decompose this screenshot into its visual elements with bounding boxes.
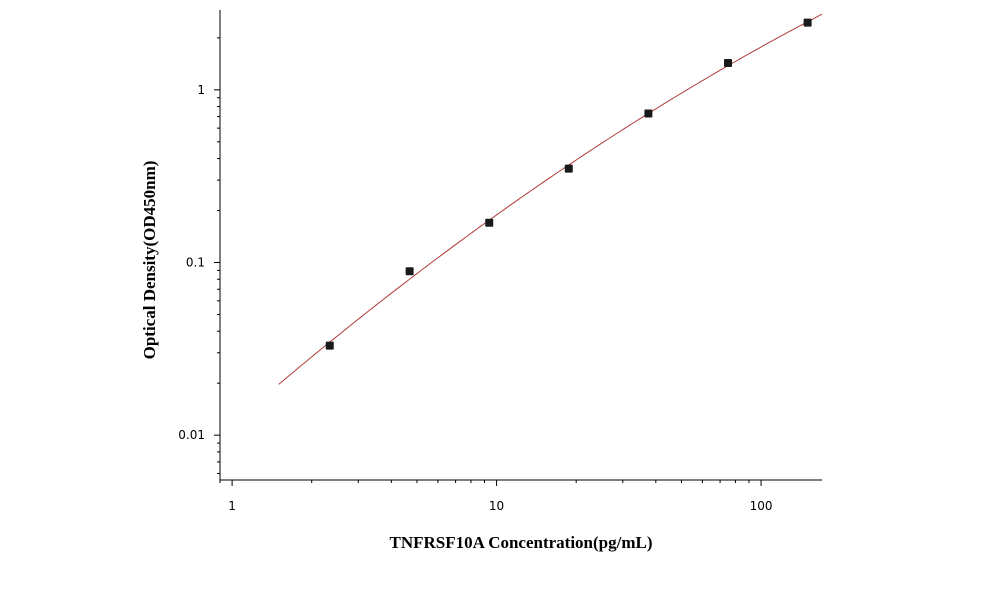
y-axis-title: Optical Density(OD450nm) <box>140 161 159 360</box>
data-point <box>564 164 573 173</box>
x-tick-label: 10 <box>489 499 504 513</box>
y-axis: 0.01 0.1 1 <box>178 10 221 480</box>
x-axis-title: TNFRSF10A Concentration(pg/mL) <box>389 533 652 552</box>
data-point <box>644 109 653 118</box>
y-tick-label: 0.1 <box>186 256 205 270</box>
y-tick-label: 0.01 <box>178 428 205 442</box>
data-points <box>325 18 812 350</box>
data-point <box>405 267 414 276</box>
data-point <box>803 18 812 27</box>
data-point <box>325 341 334 350</box>
y-axis-ticks: 0.01 0.1 1 <box>178 37 220 474</box>
x-axis: 1 10 100 <box>219 479 822 513</box>
x-tick-label: 1 <box>228 499 236 513</box>
x-tick-label: 100 <box>750 499 773 513</box>
x-axis-ticks: 1 10 100 <box>219 480 773 513</box>
y-tick-label: 1 <box>197 83 205 97</box>
data-point <box>724 59 733 68</box>
data-point <box>485 218 494 227</box>
fit-curve <box>278 13 823 385</box>
